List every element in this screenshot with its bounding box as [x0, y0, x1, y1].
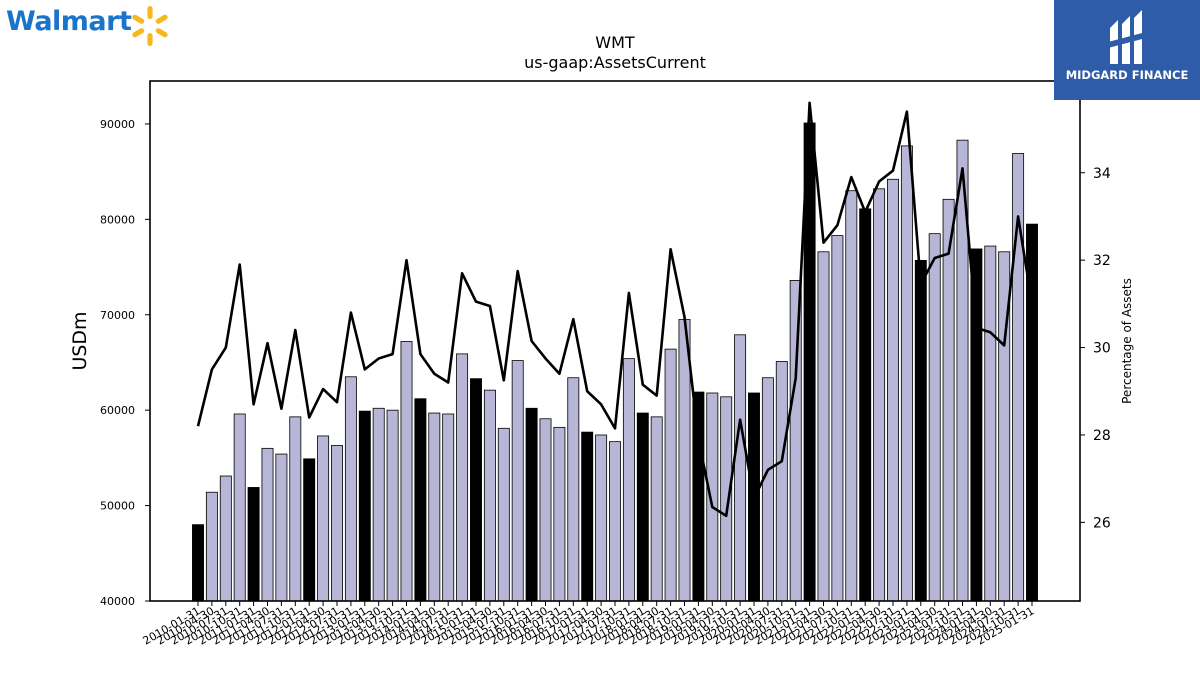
y-tick-label: 50000	[100, 500, 135, 513]
bar-quarter	[331, 445, 343, 602]
bar-quarter	[622, 358, 635, 602]
bar-quarter	[817, 251, 830, 602]
bar-quarter	[219, 475, 232, 602]
bar-quarter	[511, 360, 524, 602]
bar-quarter	[734, 334, 747, 602]
bar-quarter	[789, 280, 802, 602]
bar-annual	[247, 487, 260, 602]
y2-tick-label: 26	[1093, 515, 1111, 531]
bar-quarter	[289, 416, 302, 602]
bar-quarter	[442, 413, 455, 602]
bar-quarter	[984, 245, 997, 602]
bar-quarter	[761, 377, 774, 602]
bar-quarter	[233, 413, 246, 602]
bar-quarter	[706, 392, 719, 602]
bar-quarter	[595, 434, 608, 602]
bar-quarter	[942, 198, 955, 602]
y-axis-label: USDm	[69, 311, 91, 370]
bar-quarter	[205, 491, 218, 602]
bar-annual	[914, 259, 927, 602]
bar-annual	[303, 458, 316, 602]
y2-tick-label: 30	[1093, 341, 1111, 357]
midgard-finance-text: MIDGARD FINANCE	[1065, 68, 1189, 82]
bar-annual	[470, 378, 482, 602]
bar-quarter	[887, 178, 899, 602]
y2-tick-label: 28	[1093, 428, 1111, 444]
bar-quarter	[831, 235, 844, 602]
percentage-line	[196, 101, 1034, 518]
bar-annual	[692, 391, 705, 602]
bar-quarter	[275, 453, 288, 602]
bar-quarter	[386, 409, 399, 602]
midgard-finance-logo: MIDGARD FINANCE	[1054, 0, 1200, 100]
bar-annual	[970, 248, 983, 602]
bar-annual	[636, 412, 649, 602]
y2-tick-label: 34	[1093, 166, 1111, 182]
spark-icon	[132, 6, 168, 46]
bar-quarter	[720, 396, 733, 602]
bar-annual	[192, 524, 204, 602]
bar-quarter	[261, 447, 274, 602]
bar-quarter	[775, 361, 788, 602]
bar-quarter	[539, 418, 552, 602]
y-tick-label: 70000	[100, 309, 135, 322]
bar-quarter	[928, 233, 941, 602]
walmart-logo-text: Walmart	[6, 6, 132, 37]
bar-quarter	[609, 441, 621, 602]
bar-quarter	[344, 376, 357, 602]
y2-axis-label: Percentage of Assets	[1120, 278, 1134, 404]
bar-quarter	[845, 190, 858, 602]
y2-tick-label: 32	[1093, 253, 1111, 269]
bar-annual	[859, 208, 872, 602]
bar-quarter	[873, 188, 886, 602]
midgard-emblem-icon	[1108, 10, 1146, 64]
y-tick-label: 90000	[100, 118, 135, 131]
bar-quarter	[900, 145, 913, 602]
bar-quarter	[372, 407, 385, 602]
bar-quarter	[400, 341, 413, 602]
y-tick-label: 40000	[100, 595, 135, 608]
y-tick-label: 60000	[100, 404, 135, 417]
line-layer	[196, 101, 1034, 518]
bar-quarter	[664, 348, 677, 602]
bar-quarter	[567, 377, 580, 602]
bar-quarter	[650, 416, 663, 602]
bar-annual	[358, 410, 371, 602]
x-axis: 2010-01-312010-04-302010-07-312010-10-31…	[141, 601, 1037, 648]
chart-subtitle: us-gaap:AssetsCurrent	[524, 53, 706, 72]
bar-quarter	[456, 353, 469, 602]
bar-annual	[414, 398, 427, 602]
walmart-logo: Walmart	[4, 2, 174, 48]
chart-title: WMT	[595, 33, 635, 52]
bar-quarter	[497, 427, 510, 602]
bar-quarter	[483, 389, 496, 602]
y-tick-label: 80000	[100, 213, 135, 226]
bar-quarter	[428, 412, 441, 602]
bar-quarter	[553, 426, 566, 602]
bar-annual	[525, 407, 538, 602]
bars-layer	[192, 122, 1038, 602]
bar-annual	[581, 431, 594, 602]
y2-axis: 26 28 30 32 34	[1080, 166, 1111, 531]
bar-quarter	[317, 435, 330, 602]
y-axis: 40000 50000 60000 70000 80000 90000	[100, 118, 150, 608]
